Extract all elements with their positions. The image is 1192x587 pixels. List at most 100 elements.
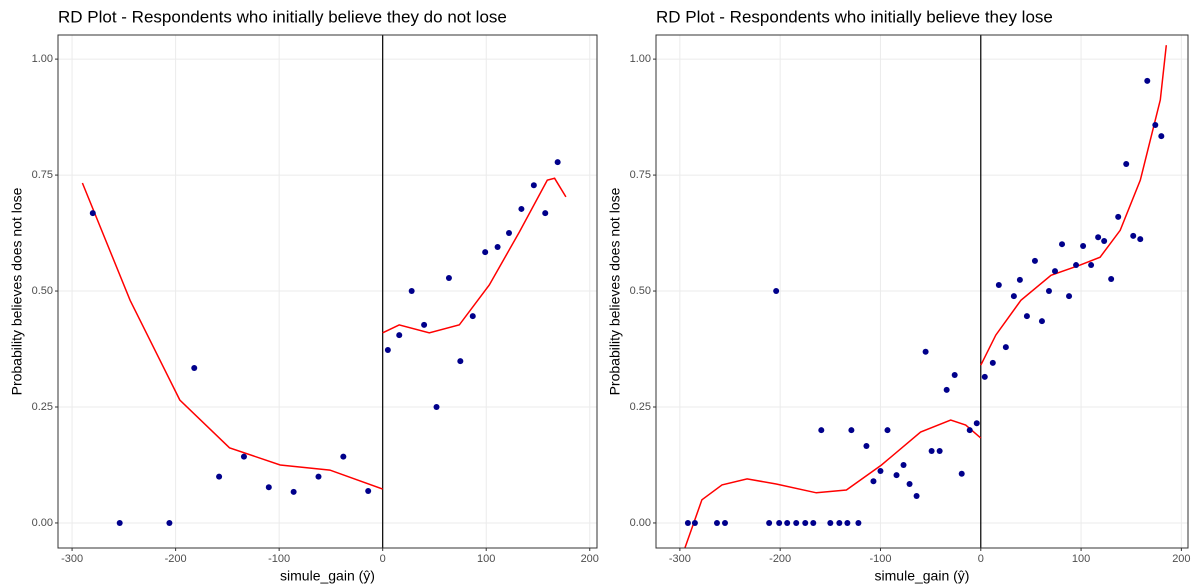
data-point bbox=[958, 470, 965, 477]
data-point bbox=[1108, 275, 1115, 282]
data-point bbox=[784, 519, 791, 526]
data-point bbox=[290, 488, 297, 495]
data-point bbox=[793, 519, 800, 526]
data-point bbox=[1023, 313, 1030, 320]
y-tick-label: 0.50 bbox=[32, 285, 53, 297]
y-axis-title: Probability believes does not lose bbox=[9, 187, 25, 395]
data-point bbox=[1038, 318, 1045, 325]
fit-line bbox=[382, 177, 567, 334]
data-point bbox=[766, 519, 773, 526]
data-point bbox=[1115, 213, 1122, 220]
data-point bbox=[166, 519, 173, 526]
fit-line bbox=[81, 182, 383, 490]
data-point bbox=[1002, 344, 1009, 351]
panel-border bbox=[57, 34, 598, 549]
data-point bbox=[216, 473, 223, 480]
data-point bbox=[855, 519, 862, 526]
data-point bbox=[913, 493, 920, 500]
data-point bbox=[951, 371, 958, 378]
data-point bbox=[848, 427, 855, 434]
data-point bbox=[836, 519, 843, 526]
data-point bbox=[966, 427, 973, 434]
data-point bbox=[943, 386, 950, 393]
x-tick-label: -200 bbox=[165, 553, 187, 565]
data-point bbox=[684, 519, 691, 526]
data-point bbox=[1066, 293, 1073, 300]
data-point bbox=[844, 519, 851, 526]
data-point bbox=[408, 288, 415, 295]
data-point bbox=[1095, 234, 1102, 241]
chart-title: RD Plot - Respondents who initially beli… bbox=[656, 7, 1053, 26]
y-tick-label: 0.25 bbox=[630, 401, 651, 413]
x-tick-label: 200 bbox=[1172, 553, 1190, 565]
data-point bbox=[457, 358, 464, 365]
data-point bbox=[722, 519, 729, 526]
x-tick-label: 0 bbox=[380, 553, 386, 565]
y-tick-label: 1.00 bbox=[630, 53, 651, 65]
data-point bbox=[1031, 257, 1038, 264]
data-point bbox=[191, 365, 198, 372]
data-point bbox=[870, 478, 877, 485]
data-point bbox=[989, 359, 996, 366]
data-point bbox=[1016, 276, 1023, 283]
x-axis-title: simule_gain (ŷ) bbox=[280, 568, 375, 584]
fit-line bbox=[684, 419, 982, 548]
data-point bbox=[1059, 241, 1066, 248]
data-point bbox=[1158, 133, 1165, 140]
data-point bbox=[818, 427, 825, 434]
data-point bbox=[973, 420, 980, 427]
data-point bbox=[89, 210, 96, 217]
data-point bbox=[691, 519, 698, 526]
y-tick-label: 0.75 bbox=[32, 169, 53, 181]
data-point bbox=[482, 249, 489, 256]
data-point bbox=[773, 288, 780, 295]
x-tick-label: -300 bbox=[61, 553, 83, 565]
data-point bbox=[928, 448, 935, 455]
data-point bbox=[505, 230, 512, 237]
data-point bbox=[1137, 236, 1144, 243]
chart-title: RD Plot - Respondents who initially beli… bbox=[58, 7, 507, 26]
data-point bbox=[877, 468, 884, 475]
data-point bbox=[265, 484, 272, 491]
data-point bbox=[827, 519, 834, 526]
panel-border bbox=[655, 34, 1189, 549]
data-point bbox=[1101, 237, 1108, 244]
data-point bbox=[1073, 262, 1080, 269]
x-tick-label: -300 bbox=[669, 553, 691, 565]
x-tick-label: 100 bbox=[1072, 553, 1090, 565]
data-point bbox=[384, 346, 391, 353]
data-point bbox=[445, 275, 452, 282]
y-tick-label: 0.00 bbox=[32, 517, 53, 529]
data-point bbox=[995, 282, 1002, 289]
data-point bbox=[776, 519, 783, 526]
data-point bbox=[1052, 268, 1058, 275]
data-point bbox=[518, 205, 525, 212]
data-point bbox=[1144, 77, 1151, 84]
data-point bbox=[900, 461, 907, 468]
data-point bbox=[494, 243, 501, 250]
data-point bbox=[1123, 160, 1130, 167]
y-tick-label: 0.50 bbox=[630, 285, 651, 297]
data-point bbox=[884, 427, 891, 434]
data-point bbox=[981, 373, 988, 380]
x-tick-label: 200 bbox=[581, 553, 599, 565]
x-axis-title: simule_gain (ŷ) bbox=[875, 568, 970, 584]
data-point bbox=[1088, 262, 1095, 269]
x-tick-label: 0 bbox=[978, 553, 984, 565]
x-tick-label: -100 bbox=[869, 553, 891, 565]
data-point bbox=[1045, 288, 1052, 295]
y-tick-label: 1.00 bbox=[32, 53, 53, 65]
y-axis-title: Probability believes does not lose bbox=[607, 187, 623, 395]
y-tick-label: 0.75 bbox=[630, 169, 651, 181]
x-tick-label: -100 bbox=[268, 553, 290, 565]
data-point bbox=[863, 442, 870, 449]
plot-area bbox=[684, 45, 1168, 548]
data-point bbox=[810, 519, 817, 526]
data-point bbox=[906, 480, 913, 487]
data-point bbox=[1080, 243, 1087, 250]
data-point bbox=[554, 159, 561, 166]
data-point bbox=[802, 519, 809, 526]
data-point bbox=[1130, 232, 1137, 239]
fit-line bbox=[980, 45, 1168, 366]
